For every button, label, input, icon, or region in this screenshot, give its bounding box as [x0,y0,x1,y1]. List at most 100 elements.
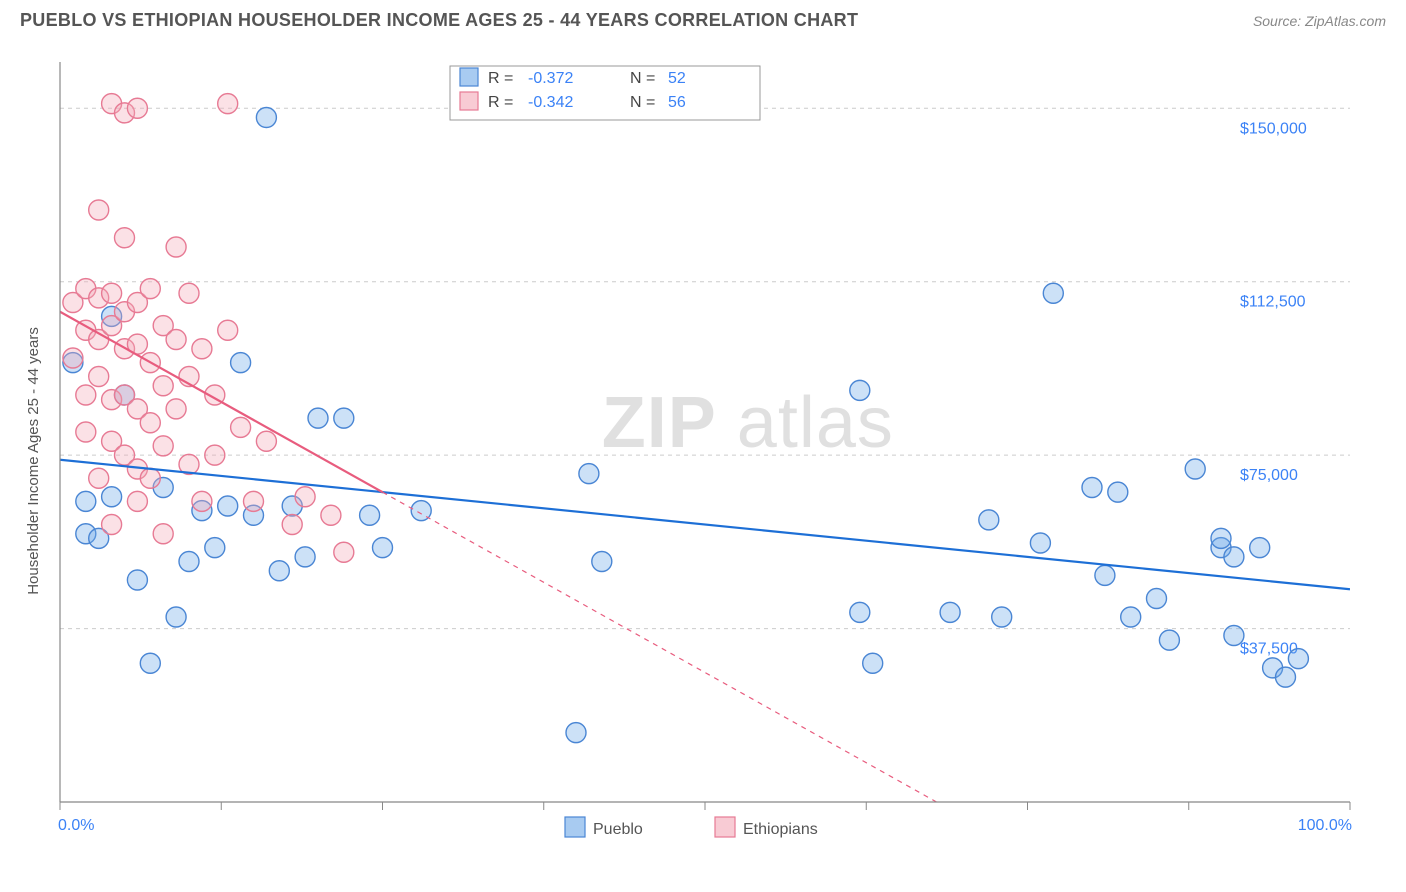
data-point [1224,547,1244,567]
data-point [166,330,186,350]
data-point [102,515,122,535]
y-tick-label: $75,000 [1240,467,1298,484]
data-point [140,653,160,673]
watermark: atlas [737,383,894,463]
data-point [218,496,238,516]
data-point [1288,649,1308,669]
data-point [89,367,109,387]
data-point [205,445,225,465]
legend-series-label: Pueblo [593,821,643,838]
data-point [76,491,96,511]
legend-swatch [715,817,735,837]
data-point [321,505,341,525]
data-point [1095,565,1115,585]
data-point [102,487,122,507]
data-point [295,487,315,507]
regression-line-dashed [383,492,1351,886]
legend-n-label: N = [630,94,655,111]
data-point [244,491,264,511]
data-point [127,570,147,590]
data-point [308,408,328,428]
chart-container: $37,500$75,000$112,500$150,000ZIPatlas0.… [20,40,1386,846]
data-point [360,505,380,525]
data-point [1121,607,1141,627]
legend-r-label: R = [488,94,513,111]
data-point [166,607,186,627]
data-point [140,468,160,488]
data-point [153,524,173,544]
data-point [592,552,612,572]
data-point [127,491,147,511]
data-point [1224,626,1244,646]
legend-r-label: R = [488,70,513,87]
data-point [89,468,109,488]
data-point [140,279,160,299]
data-point [1108,482,1128,502]
data-point [218,320,238,340]
legend-r-value: -0.372 [528,70,573,87]
data-point [115,228,135,248]
data-point [992,607,1012,627]
data-point [1250,538,1270,558]
data-point [940,602,960,622]
y-axis-label: Householder Income Ages 25 - 44 years [25,327,42,595]
data-point [127,98,147,118]
data-point [76,422,96,442]
data-point [863,653,883,673]
data-point [1159,630,1179,650]
data-point [231,417,251,437]
data-point [76,385,96,405]
data-point [295,547,315,567]
legend-swatch [460,92,478,110]
data-point [166,399,186,419]
data-point [979,510,999,530]
legend-swatch [460,68,478,86]
data-point [140,413,160,433]
data-point [153,376,173,396]
y-tick-label: $112,500 [1240,294,1306,311]
data-point [282,515,302,535]
x-tick-label: 0.0% [58,817,94,834]
data-point [334,542,354,562]
data-point [256,431,276,451]
legend-series-label: Ethiopians [743,821,818,838]
data-point [1147,589,1167,609]
data-point [1276,667,1296,687]
legend-n-value: 56 [668,94,686,111]
data-point [192,339,212,359]
data-point [153,436,173,456]
data-point [850,380,870,400]
data-point [566,723,586,743]
data-point [89,200,109,220]
x-tick-label: 100.0% [1298,817,1352,834]
data-point [1211,528,1231,548]
data-point [218,94,238,114]
data-point [1030,533,1050,553]
watermark: ZIP [602,383,717,463]
legend-swatch [565,817,585,837]
data-point [102,283,122,303]
data-point [231,353,251,373]
data-point [1043,283,1063,303]
scatter-chart: $37,500$75,000$112,500$150,000ZIPatlas0.… [20,40,1386,886]
data-point [1082,478,1102,498]
data-point [179,283,199,303]
legend-n-value: 52 [668,70,686,87]
data-point [192,491,212,511]
data-point [373,538,393,558]
legend-n-label: N = [630,70,655,87]
data-point [205,538,225,558]
data-point [850,602,870,622]
source-label: Source: ZipAtlas.com [1253,13,1386,29]
chart-title: PUEBLO VS ETHIOPIAN HOUSEHOLDER INCOME A… [20,10,858,31]
data-point [256,108,276,128]
data-point [166,237,186,257]
legend-r-value: -0.342 [528,94,573,111]
data-point [1185,459,1205,479]
data-point [179,552,199,572]
data-point [63,348,83,368]
data-point [579,464,599,484]
data-point [269,561,289,581]
y-tick-label: $150,000 [1240,120,1307,137]
data-point [334,408,354,428]
